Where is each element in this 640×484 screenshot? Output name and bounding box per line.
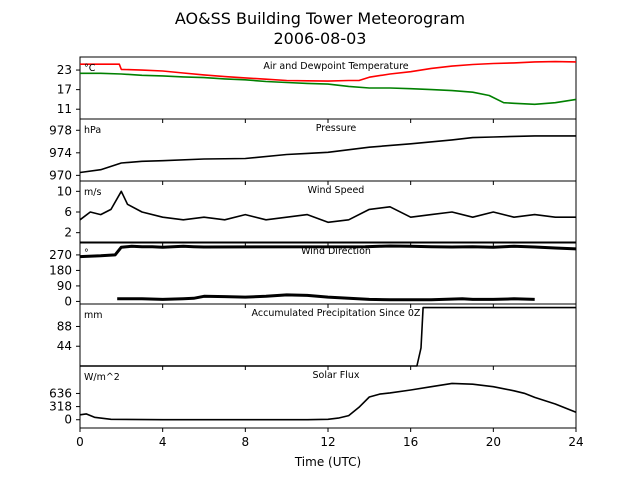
panel-title-wind_speed: Wind Speed — [308, 185, 365, 196]
series-line-wind_speed-0 — [79, 190, 576, 224]
unit-label-temperature: °C — [84, 63, 96, 74]
unit-label-wind_direction: ° — [84, 248, 89, 259]
x-tick-label: 12 — [320, 435, 335, 449]
x-tick-label: 16 — [403, 435, 418, 449]
series-line-wind_direction-0 — [79, 244, 577, 259]
y-tick-label: 0 — [64, 413, 72, 427]
y-tick-label: 318 — [49, 400, 72, 414]
y-tick-label: 90 — [57, 279, 72, 293]
y-tick-label: 17 — [57, 83, 72, 97]
y-tick-label: 44 — [57, 339, 72, 353]
x-tick-label: 8 — [242, 435, 250, 449]
unit-label-solar_flux: W/m^2 — [84, 372, 120, 383]
panel-title-temperature: Air and Dewpoint Temperature — [263, 61, 408, 72]
panel-title-precipitation: Accumulated Precipitation Since 0Z — [252, 308, 421, 319]
y-tick-label: 0 — [64, 294, 72, 308]
panel-title-wind_direction: Wind Direction — [301, 246, 371, 257]
y-tick-label: 970 — [49, 168, 72, 182]
y-tick-label: 978 — [49, 123, 72, 137]
y-tick-label: 23 — [57, 63, 72, 77]
chart-subtitle: 2006-08-03 — [274, 29, 367, 48]
series-line-pressure-0 — [79, 135, 576, 174]
y-tick-label: 974 — [49, 146, 72, 160]
x-axis-label: Time (UTC) — [294, 455, 361, 469]
y-tick-label: 270 — [49, 248, 72, 262]
unit-label-pressure: hPa — [84, 125, 101, 136]
x-tick-label: 24 — [568, 435, 583, 449]
unit-label-precipitation: mm — [84, 310, 103, 321]
unit-label-wind_speed: m/s — [84, 187, 101, 198]
y-tick-label: 10 — [57, 184, 72, 198]
y-tick-label: 11 — [57, 102, 72, 116]
series-line-solar_flux-0 — [79, 382, 577, 421]
panels-group: 11 17 23 Air and Dewpoint Temperature °C 970 9… — [49, 56, 584, 449]
series-line-wind_direction-1 — [117, 293, 535, 302]
y-tick-label: 2 — [64, 226, 72, 240]
panel-title-solar_flux: Solar Flux — [313, 370, 360, 381]
y-tick-label: 6 — [64, 205, 72, 219]
series-line-temperature-1 — [80, 72, 577, 106]
x-tick-label: 0 — [76, 435, 84, 449]
panel-wind_speed: 2 6 10 Wind Speed m/s — [57, 180, 577, 247]
y-tick-label: 88 — [57, 319, 72, 333]
series-line-temperature-0 — [80, 60, 577, 82]
chart-title: AO&SS Building Tower Meteorogram — [175, 9, 465, 28]
y-tick-label: 636 — [49, 386, 72, 400]
panel-title-pressure: Pressure — [316, 123, 357, 134]
y-tick-label: 180 — [49, 263, 72, 277]
x-tick-label: 20 — [486, 435, 501, 449]
x-tick-label: 4 — [159, 435, 167, 449]
